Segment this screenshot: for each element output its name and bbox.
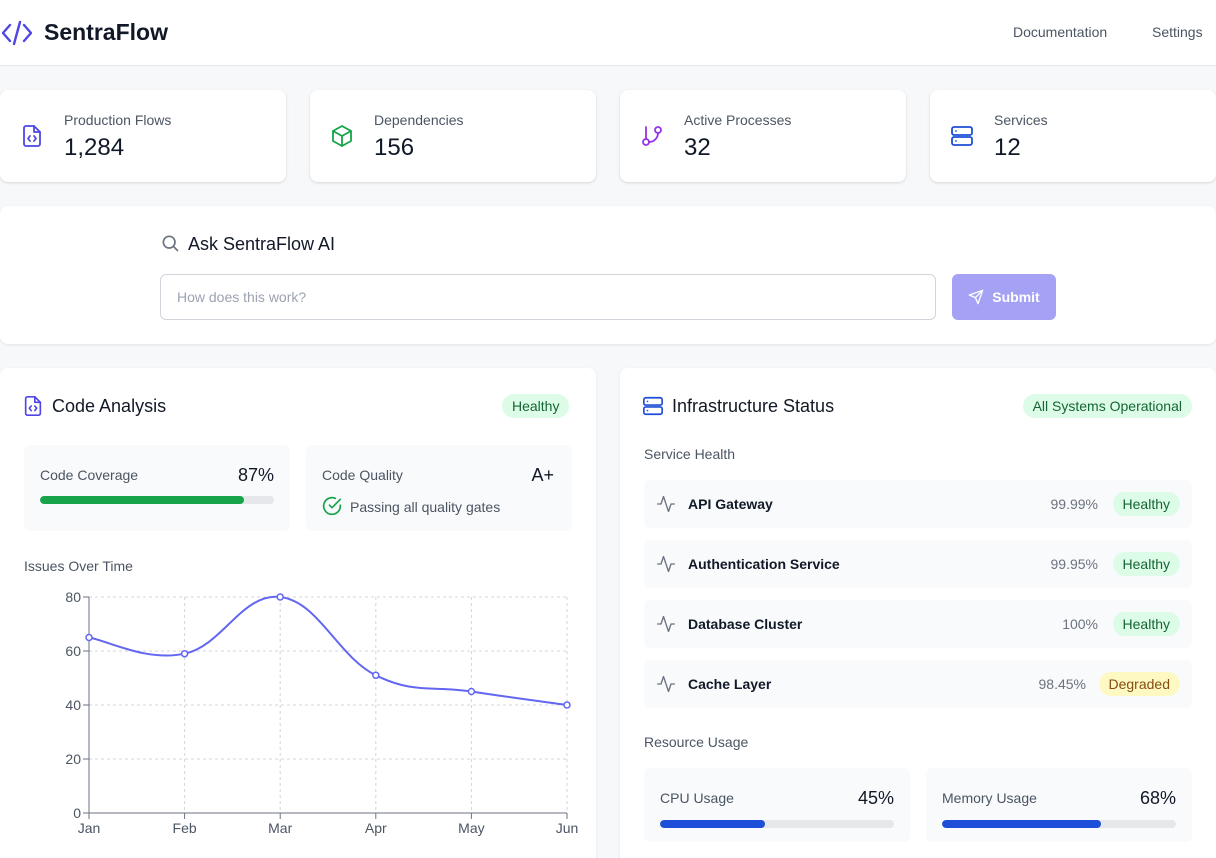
app-header: SentraFlow Documentation Settings bbox=[0, 0, 1216, 66]
cpu-usage-box: CPU Usage 45% bbox=[644, 768, 910, 842]
y-tick-label: 40 bbox=[65, 697, 81, 713]
service-row-cache-layer: Cache Layer 98.45% Degraded bbox=[644, 660, 1192, 708]
stat-card-services: Services 12 bbox=[930, 90, 1216, 182]
data-point bbox=[563, 701, 571, 709]
stat-label: Services bbox=[994, 112, 1048, 128]
code-coverage-value: 87% bbox=[237, 465, 274, 485]
code-analysis-panel: Code Analysis Healthy Code Coverage 87% … bbox=[0, 368, 596, 858]
stat-card-active-processes: Active Processes 32 bbox=[620, 90, 906, 182]
cpu-usage-bar-fill bbox=[660, 820, 766, 828]
stat-label: Dependencies bbox=[374, 112, 464, 128]
service-row-authentication: Authentication Service 99.95% Healthy bbox=[644, 540, 1192, 588]
memory-usage-label: Memory Usage bbox=[942, 790, 1037, 806]
memory-usage-value: 68% bbox=[1139, 788, 1176, 808]
issues-series-line bbox=[88, 595, 568, 706]
ask-ai-input[interactable] bbox=[160, 274, 936, 320]
status-badge: Healthy bbox=[1112, 552, 1180, 576]
code-coverage-bar-fill bbox=[40, 496, 244, 504]
x-tick-label: Mar bbox=[268, 820, 292, 836]
code-quality-value: A+ bbox=[531, 465, 554, 485]
resource-usage-label: Resource Usage bbox=[644, 734, 749, 750]
service-row-database-cluster: Database Cluster 100% Healthy bbox=[644, 600, 1192, 648]
activity-icon bbox=[657, 675, 675, 693]
service-name: Authentication Service bbox=[688, 556, 840, 572]
code-analysis-title: Code Analysis bbox=[52, 396, 167, 416]
issues-over-time-label: Issues Over Time bbox=[24, 558, 133, 574]
stat-label: Active Processes bbox=[684, 112, 792, 128]
status-badge: Healthy bbox=[502, 394, 570, 418]
data-point bbox=[180, 649, 189, 658]
status-badge: Healthy bbox=[1112, 612, 1180, 636]
status-badge: Degraded bbox=[1098, 672, 1180, 696]
memory-usage-box: Memory Usage 68% bbox=[926, 768, 1192, 842]
service-name: Cache Layer bbox=[688, 676, 772, 692]
cpu-usage-bar bbox=[660, 820, 894, 828]
y-tick-label: 80 bbox=[65, 589, 81, 605]
file-code-icon bbox=[23, 125, 41, 147]
stat-card-dependencies: Dependencies 156 bbox=[310, 90, 596, 182]
activity-icon bbox=[657, 555, 675, 573]
code-quality-status: Passing all quality gates bbox=[350, 499, 501, 515]
brand-name: SentraFlow bbox=[44, 19, 168, 45]
service-uptime: 100% bbox=[1062, 616, 1098, 632]
x-tick-label: Feb bbox=[173, 820, 197, 836]
x-tick-label: Jan bbox=[78, 820, 101, 836]
code-coverage-box: Code Coverage 87% bbox=[24, 445, 290, 531]
stat-value: 32 bbox=[684, 134, 711, 161]
service-row-api-gateway: API Gateway 99.99% Healthy bbox=[644, 480, 1192, 528]
package-icon bbox=[332, 125, 352, 147]
ask-ai-title: Ask SentraFlow AI bbox=[188, 234, 336, 254]
code-coverage-label: Code Coverage bbox=[40, 467, 139, 483]
data-point bbox=[372, 671, 380, 680]
x-tick-label: Apr bbox=[365, 820, 387, 836]
code-coverage-bar bbox=[40, 496, 274, 504]
code-quality-label: Code Quality bbox=[322, 467, 403, 483]
infrastructure-panel: Infrastructure Status All Systems Operat… bbox=[620, 368, 1216, 858]
ask-ai-card: Ask SentraFlow AI Submit bbox=[0, 206, 1216, 344]
nav-documentation-link[interactable]: Documentation bbox=[1013, 24, 1108, 40]
cpu-usage-value: 45% bbox=[857, 788, 894, 808]
activity-icon bbox=[657, 615, 675, 633]
x-tick-label: May bbox=[458, 820, 484, 836]
memory-usage-bar-fill bbox=[942, 820, 1102, 828]
code-quality-box: Code Quality A+ Passing all quality gate… bbox=[306, 445, 572, 531]
y-tick-label: 20 bbox=[65, 751, 81, 767]
stat-card-production-flows: Production Flows 1,284 bbox=[0, 90, 286, 182]
service-uptime: 99.95% bbox=[1050, 556, 1098, 572]
submit-label: Submit bbox=[992, 289, 1040, 305]
nav-settings-link[interactable]: Settings bbox=[1152, 24, 1203, 40]
data-point bbox=[467, 687, 476, 696]
service-uptime: 98.45% bbox=[1038, 676, 1086, 692]
submit-button[interactable]: Submit bbox=[952, 274, 1056, 320]
code-brackets-icon bbox=[2, 20, 32, 46]
stat-value: 1,284 bbox=[64, 134, 125, 161]
status-badge: All Systems Operational bbox=[1022, 394, 1192, 418]
server-icon bbox=[643, 396, 663, 416]
cpu-usage-label: CPU Usage bbox=[660, 790, 734, 806]
send-icon bbox=[968, 289, 984, 305]
memory-usage-bar bbox=[942, 820, 1176, 828]
check-circle-icon bbox=[322, 496, 342, 516]
issues-chart: 0 20 40 60 80 Jan Feb Mar Apr May Jun bbox=[65, 589, 579, 836]
stat-value: 156 bbox=[374, 134, 415, 161]
git-branch-icon bbox=[642, 126, 662, 146]
stat-value: 12 bbox=[994, 134, 1021, 161]
data-point bbox=[276, 593, 284, 601]
data-point bbox=[85, 633, 93, 642]
server-icon bbox=[951, 126, 973, 146]
search-icon bbox=[162, 235, 179, 252]
stat-label: Production Flows bbox=[64, 112, 172, 128]
service-health-label: Service Health bbox=[644, 446, 736, 462]
status-badge: Healthy bbox=[1112, 492, 1180, 516]
activity-icon bbox=[657, 495, 675, 513]
service-uptime: 99.99% bbox=[1050, 496, 1098, 512]
x-tick-label: Jun bbox=[556, 820, 579, 836]
y-tick-label: 60 bbox=[65, 643, 81, 659]
service-name: Database Cluster bbox=[688, 616, 803, 632]
y-tick-label: 0 bbox=[73, 805, 81, 821]
service-name: API Gateway bbox=[688, 496, 773, 512]
infrastructure-title: Infrastructure Status bbox=[672, 396, 835, 416]
file-code-icon bbox=[24, 396, 42, 416]
